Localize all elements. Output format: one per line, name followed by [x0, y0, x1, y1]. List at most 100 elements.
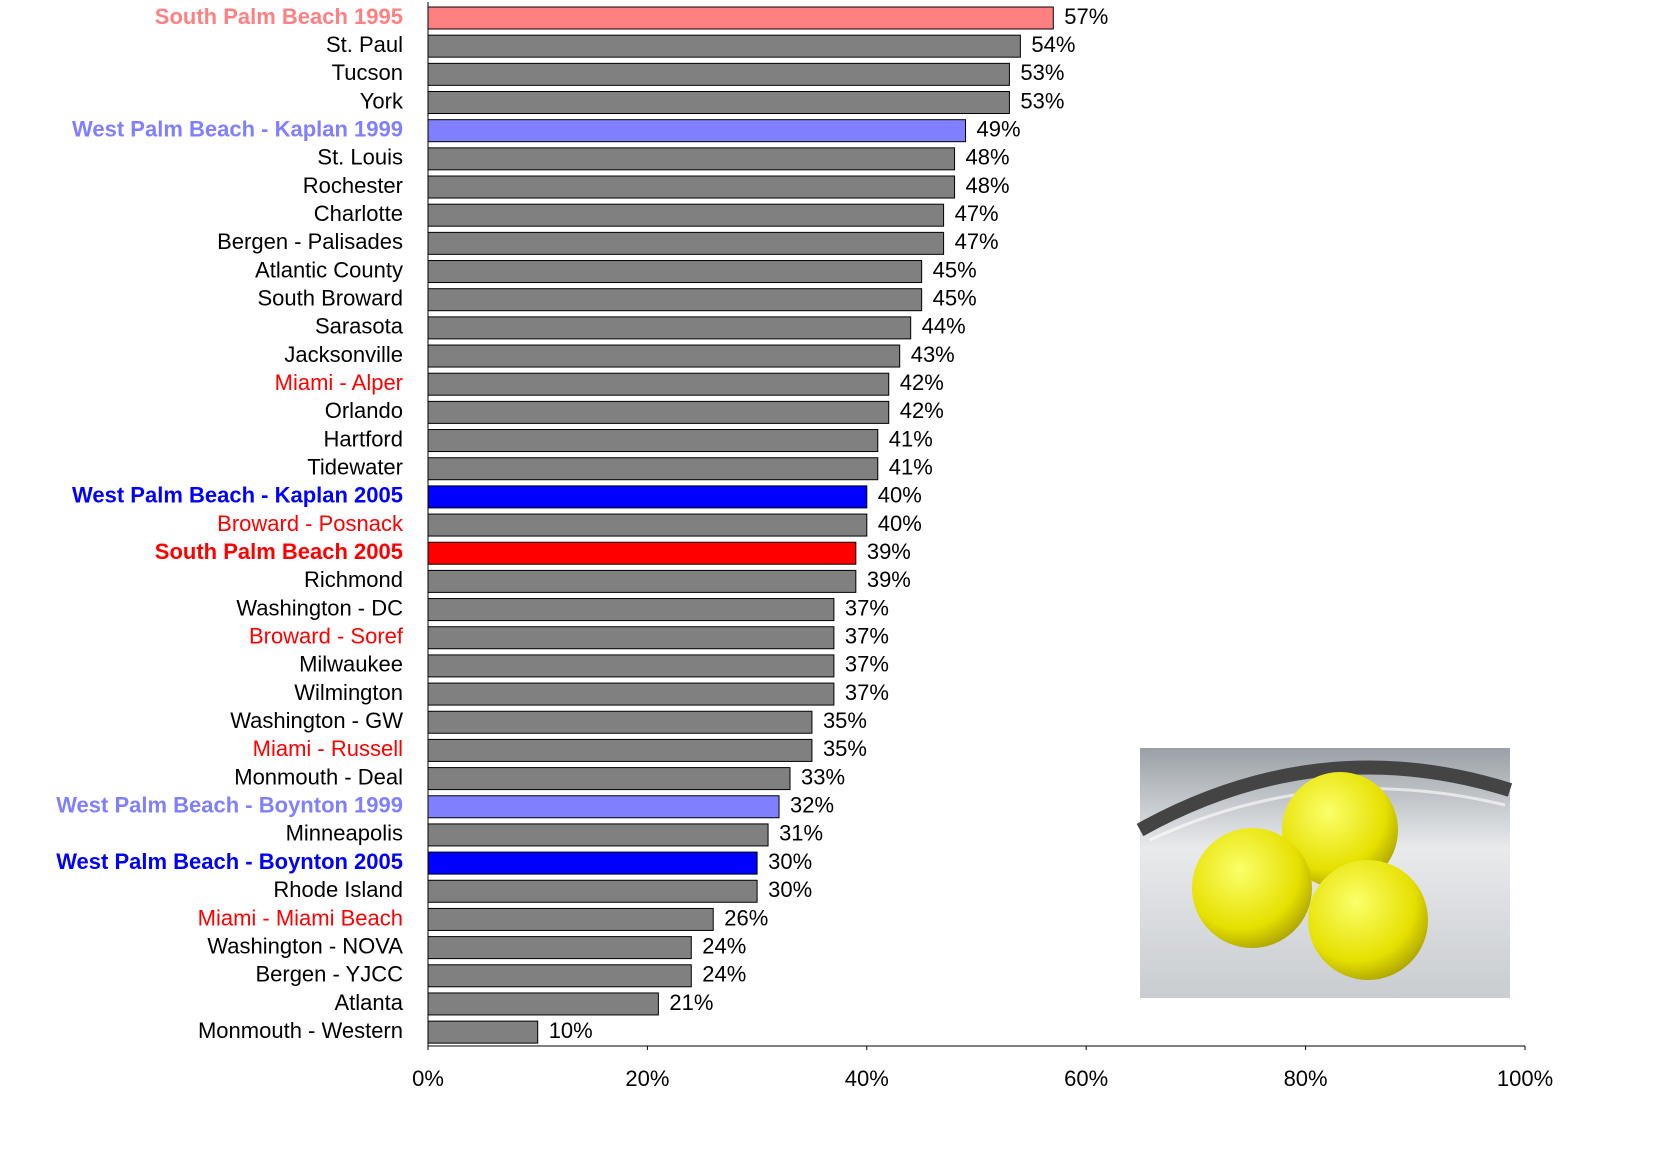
y-tick-label: Monmouth - Deal [234, 764, 403, 789]
value-label: 47% [955, 229, 999, 254]
x-tick-label: 100% [1497, 1066, 1553, 1091]
value-label: 47% [955, 201, 999, 226]
bar [427, 964, 692, 988]
value-label: 53% [1020, 60, 1064, 85]
value-label: 53% [1020, 88, 1064, 113]
bar [427, 91, 1010, 115]
value-label: 48% [966, 173, 1010, 198]
bar [427, 879, 758, 903]
bar [427, 288, 923, 312]
bar [427, 175, 956, 199]
bar [427, 316, 912, 340]
y-tick-label: Bergen - Palisades [217, 229, 403, 254]
y-tick-label: South Palm Beach 1995 [155, 4, 403, 29]
value-label: 30% [768, 849, 812, 874]
y-tick-label: Rochester [303, 173, 403, 198]
value-label: 21% [669, 990, 713, 1015]
bar [427, 1020, 539, 1044]
y-tick-label: Broward - Posnack [217, 511, 404, 536]
value-label: 54% [1031, 32, 1075, 57]
y-tick-label: Monmouth - Western [198, 1018, 403, 1043]
y-tick-label: Atlantic County [255, 257, 403, 282]
bar [427, 400, 890, 424]
bar [427, 260, 923, 284]
y-tick-label: Hartford [324, 426, 403, 451]
y-tick-label: West Palm Beach - Kaplan 2005 [72, 483, 403, 508]
bar [427, 6, 1054, 30]
y-tick-label: Washington - NOVA [207, 933, 403, 958]
value-label: 10% [549, 1018, 593, 1043]
y-tick-label: Richmond [304, 567, 403, 592]
value-label: 37% [845, 652, 889, 677]
y-tick-label: St. Paul [326, 32, 403, 57]
bar [427, 907, 714, 931]
value-label: 57% [1064, 4, 1108, 29]
bar [427, 203, 945, 227]
value-label: 33% [801, 764, 845, 789]
x-tick-label: 60% [1064, 1066, 1108, 1091]
value-label: 43% [911, 342, 955, 367]
y-tick-label: West Palm Beach - Kaplan 1999 [72, 116, 403, 141]
y-tick-label: South Palm Beach 2005 [155, 539, 403, 564]
value-label: 42% [900, 398, 944, 423]
y-tick-label: Miami - Russell [253, 736, 403, 761]
value-label: 42% [900, 370, 944, 395]
y-tick-label: St. Louis [317, 145, 403, 170]
bar [427, 569, 857, 593]
y-tick-label: West Palm Beach - Boynton 2005 [56, 849, 403, 874]
y-tick-label: Atlanta [335, 990, 404, 1015]
y-tick-label: Broward - Soref [249, 624, 404, 649]
bar [427, 372, 890, 396]
bar [427, 62, 1010, 86]
x-tick-label: 80% [1284, 1066, 1328, 1091]
bar [427, 598, 835, 622]
value-label: 49% [977, 116, 1021, 141]
bar [427, 654, 835, 678]
photo [1136, 748, 1513, 998]
value-label: 24% [702, 933, 746, 958]
x-tick-label: 0% [412, 1066, 444, 1091]
value-label: 35% [823, 708, 867, 733]
bar [427, 626, 835, 650]
value-label: 26% [724, 905, 768, 930]
value-label: 41% [889, 426, 933, 451]
value-label: 40% [878, 483, 922, 508]
y-tick-label: Tidewater [307, 455, 403, 480]
bar [427, 851, 758, 875]
y-tick-label: Wilmington [294, 680, 403, 705]
value-label: 39% [867, 539, 911, 564]
y-tick-label: Washington - GW [230, 708, 403, 733]
bar [427, 231, 945, 255]
value-label: 41% [889, 455, 933, 480]
value-label: 37% [845, 624, 889, 649]
x-tick-label: 20% [625, 1066, 669, 1091]
value-label: 37% [845, 680, 889, 705]
y-tick-label: Tucson [332, 60, 403, 85]
value-label: 32% [790, 793, 834, 818]
y-tick-label: Washington - DC [236, 595, 403, 620]
bar [427, 147, 956, 171]
value-label: 31% [779, 821, 823, 846]
bar [427, 34, 1021, 58]
bar [427, 682, 835, 706]
y-tick-label: York [360, 88, 404, 113]
value-label: 45% [933, 257, 977, 282]
y-tick-label: Miami - Miami Beach [198, 905, 403, 930]
bar [427, 823, 769, 847]
bar [427, 767, 791, 791]
value-label: 30% [768, 877, 812, 902]
y-tick-label: Milwaukee [299, 652, 403, 677]
bar [427, 457, 879, 481]
bar [427, 344, 901, 368]
value-label: 44% [922, 314, 966, 339]
y-tick-label: Bergen - YJCC [255, 962, 403, 987]
bar [427, 992, 659, 1016]
y-tick-label: South Broward [257, 286, 403, 311]
bar [427, 541, 857, 565]
y-tick-label: Rhode Island [273, 877, 403, 902]
value-label: 37% [845, 595, 889, 620]
bar [427, 429, 879, 453]
bar [427, 513, 868, 537]
